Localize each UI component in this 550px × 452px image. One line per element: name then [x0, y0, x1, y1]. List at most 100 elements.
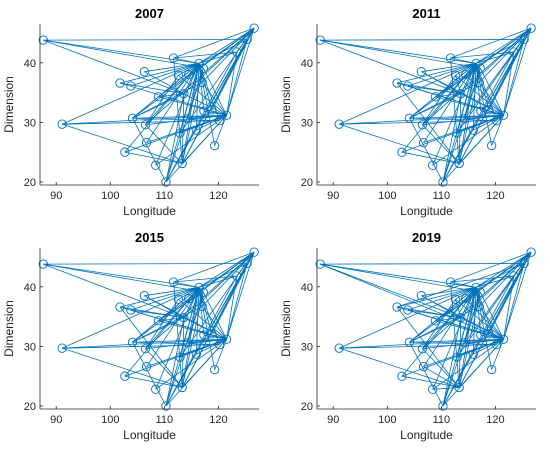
- node-group: [315, 23, 536, 187]
- data-point: [184, 70, 194, 80]
- data-point: [461, 70, 471, 80]
- data-point: [459, 114, 470, 124]
- x-axis-label: Longitude: [400, 204, 453, 218]
- chart-panel-2019: 90 100 110 120 20 30 40 2019 Longitude Dimension: [279, 230, 536, 442]
- data-point: [459, 338, 470, 348]
- edge-line: [198, 251, 255, 288]
- edge-line: [455, 299, 462, 318]
- edge-line: [62, 114, 227, 125]
- data-point: [191, 349, 201, 359]
- data-point: [456, 313, 466, 323]
- edge-line: [320, 39, 481, 69]
- edge-line: [173, 251, 255, 283]
- edge-line: [488, 251, 532, 335]
- edge-line: [187, 338, 227, 344]
- data-point: [418, 362, 429, 372]
- chart-panel-2011: 90 100 110 120 20 30 40 2011 Longitude Dimension: [279, 6, 536, 218]
- data-point: [38, 259, 48, 269]
- edge-line: [464, 338, 504, 344]
- x-tick-label: 100: [378, 414, 396, 426]
- data-point: [127, 337, 138, 347]
- edge-line: [442, 27, 532, 183]
- edge-line: [119, 62, 200, 84]
- data-point: [153, 316, 164, 326]
- edge-line: [165, 251, 255, 407]
- edge-line: [62, 338, 227, 349]
- y-axis-label: Dimension: [279, 76, 293, 133]
- edge-line: [491, 115, 504, 146]
- edge-line: [475, 251, 532, 288]
- edge-line: [119, 306, 183, 388]
- edge-line: [43, 263, 184, 319]
- data-point: [249, 23, 259, 33]
- data-point: [57, 119, 67, 129]
- edge-group: [43, 251, 255, 407]
- edge-line: [442, 51, 515, 183]
- edge-group: [320, 27, 532, 183]
- y-tick-label: 20: [301, 401, 313, 413]
- edge-line: [211, 251, 255, 335]
- edge-line: [409, 118, 444, 183]
- data-point: [232, 271, 242, 281]
- edge-line: [422, 75, 456, 125]
- data-point: [491, 339, 502, 350]
- edge-line: [165, 317, 185, 407]
- data-point: [221, 110, 232, 120]
- data-point: [177, 158, 187, 169]
- data-point: [197, 77, 207, 88]
- data-point: [450, 70, 461, 80]
- chart-panel-2015: 90 100 110 120 20 30 40 2015 Longitude Dimension: [2, 230, 259, 442]
- x-tick-label: 100: [378, 190, 396, 202]
- data-point: [207, 105, 217, 115]
- edge-line: [195, 287, 200, 355]
- edge-line: [320, 39, 477, 64]
- edge-line: [62, 62, 200, 125]
- x-tick-label: 110: [433, 190, 451, 202]
- data-point: [509, 271, 519, 281]
- data-point: [191, 125, 201, 135]
- edge-line: [396, 82, 460, 164]
- data-point: [456, 89, 466, 99]
- edge-line: [401, 151, 460, 164]
- edge-line: [409, 342, 444, 407]
- data-point: [140, 120, 151, 130]
- edge-line: [407, 85, 461, 95]
- edge-line: [165, 51, 238, 183]
- data-point: [450, 294, 461, 304]
- edge-line: [178, 298, 227, 340]
- x-tick-label: 100: [101, 190, 119, 202]
- data-point: [334, 343, 344, 353]
- data-point: [249, 247, 259, 257]
- y-axis-label: Dimension: [2, 300, 16, 357]
- x-tick-label: 90: [327, 414, 339, 426]
- edge-line: [130, 286, 200, 311]
- edge-line: [179, 27, 255, 134]
- edge-line: [450, 27, 532, 59]
- data-point: [139, 67, 150, 77]
- data-point: [509, 47, 519, 57]
- x-tick-label: 100: [101, 414, 119, 426]
- data-point: [445, 277, 456, 287]
- edge-line: [458, 338, 504, 388]
- data-point: [417, 120, 428, 130]
- edge-line: [320, 263, 525, 265]
- edge-line: [396, 263, 525, 308]
- edge-line: [475, 27, 532, 64]
- edge-line: [43, 263, 204, 293]
- edge-line: [478, 27, 532, 83]
- edge-line: [421, 71, 504, 116]
- y-tick-label: 40: [24, 58, 36, 70]
- edge-line: [145, 124, 183, 164]
- edge-line: [465, 74, 504, 116]
- edge-line: [339, 344, 497, 349]
- chart-title: 2007: [135, 6, 164, 21]
- data-point: [404, 113, 415, 123]
- edge-line: [146, 63, 200, 143]
- edge-line: [422, 124, 460, 164]
- data-point: [417, 344, 428, 354]
- edge-line: [503, 275, 515, 340]
- edge-line: [119, 286, 200, 308]
- edge-line: [432, 63, 477, 166]
- node-group: [315, 247, 536, 411]
- edge-line: [396, 286, 477, 308]
